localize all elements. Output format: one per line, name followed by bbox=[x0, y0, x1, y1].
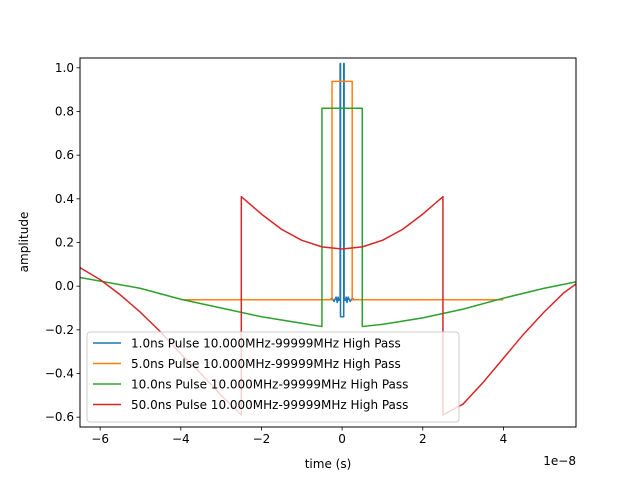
legend-label-1: 1.0ns Pulse 10.000MHz-99999MHz High Pass bbox=[131, 337, 401, 351]
x-tick-label: −6 bbox=[91, 432, 109, 446]
y-axis: −0.6 −0.4 −0.2 0.0 0.2 0.4 0.6 0.8 1.0 bbox=[45, 61, 80, 424]
y-tick-label: 0.6 bbox=[55, 148, 74, 162]
series-line-1 bbox=[309, 62, 375, 318]
y-axis-label: amplitude bbox=[17, 212, 31, 273]
series-line-3 bbox=[80, 107, 576, 328]
y-tick-label: 0.4 bbox=[55, 192, 74, 206]
legend-label-2: 5.0ns Pulse 10.000MHz-99999MHz High Pass bbox=[131, 357, 401, 371]
x-tick-label: −2 bbox=[253, 432, 271, 446]
y-tick-label: −0.4 bbox=[45, 367, 74, 381]
y-tick-label: 0.2 bbox=[55, 236, 74, 250]
y-tick-label: −0.6 bbox=[45, 410, 74, 424]
x-tick-label: 0 bbox=[338, 432, 346, 446]
x-axis: −6 −4 −2 0 2 4 bbox=[91, 427, 507, 446]
x-tick-label: −4 bbox=[172, 432, 190, 446]
legend-label-4: 50.0ns Pulse 10.000MHz-99999MHz High Pas… bbox=[131, 398, 408, 412]
x-axis-label: time (s) bbox=[305, 457, 352, 471]
series-line-2 bbox=[180, 80, 504, 301]
y-tick-label: 0.0 bbox=[55, 279, 74, 293]
x-tick-label: 2 bbox=[419, 432, 427, 446]
x-axis-offset-label: 1e−8 bbox=[543, 454, 576, 468]
legend: 1.0ns Pulse 10.000MHz-99999MHz High Pass… bbox=[86, 331, 460, 423]
x-tick-label: 4 bbox=[500, 432, 508, 446]
y-tick-label: −0.2 bbox=[45, 323, 74, 337]
y-tick-label: 1.0 bbox=[55, 61, 74, 75]
legend-label-3: 10.0ns Pulse 10.000MHz-99999MHz High Pas… bbox=[131, 378, 408, 392]
legend-frame bbox=[86, 331, 460, 423]
y-tick-label: 0.8 bbox=[55, 104, 74, 118]
